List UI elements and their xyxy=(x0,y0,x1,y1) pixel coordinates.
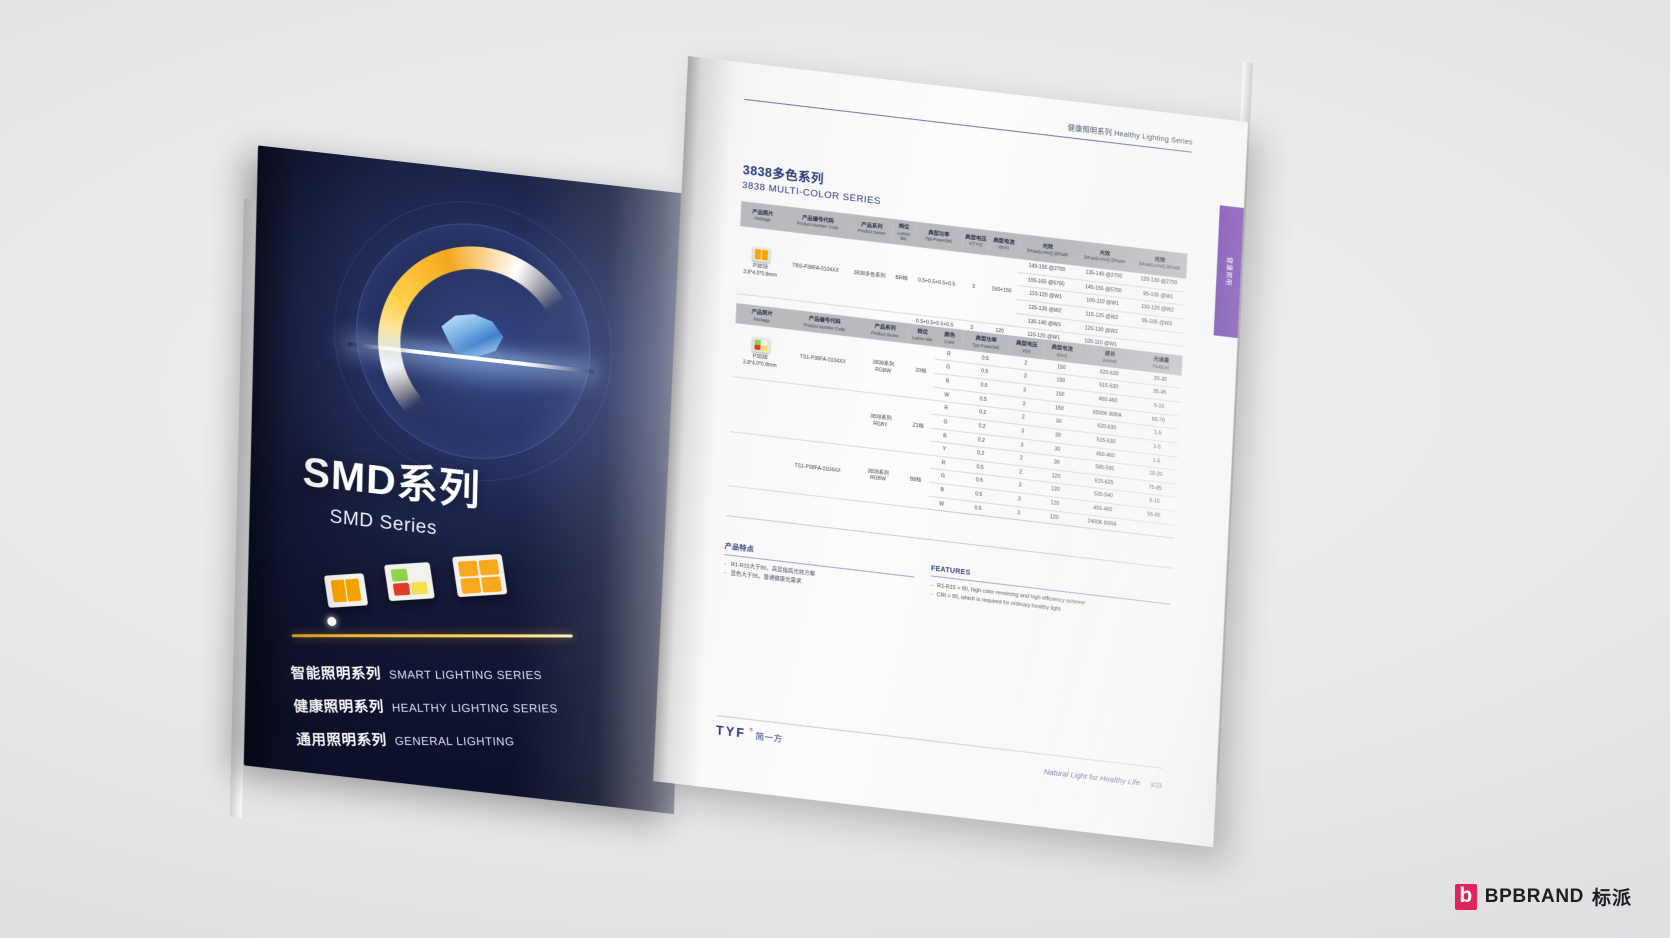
series-cell: 3838系列 RGBW xyxy=(852,446,904,507)
product-code-cell xyxy=(782,383,858,447)
section-title-block: 3838多色系列 3838 MULTI-COLOR SERIES xyxy=(742,159,882,207)
series-cell: 3838系列 RGBW xyxy=(857,337,909,398)
side-tab-label: 健康照明 xyxy=(1224,256,1233,287)
current-cell: 120 xyxy=(1036,508,1073,527)
footer-right-group: Natural Light for Healthy Life 3/23 xyxy=(1044,767,1162,790)
features-block-en: FEATURES R1-R15 > 90, high color renderi… xyxy=(929,565,1172,627)
watermark-name-en: BPBRAND xyxy=(1484,885,1584,907)
product-code-cell: TS1-P38FA-0104XX xyxy=(785,329,861,392)
series-en-label: GENERAL LIGHTING xyxy=(394,735,515,749)
color-cell: W xyxy=(927,495,956,513)
bin-cell: BR档 xyxy=(888,244,915,315)
package-cell xyxy=(727,431,783,492)
page-number: 3/23 xyxy=(1149,782,1162,790)
brand-name-zh: 简一方 xyxy=(755,730,783,744)
brand-name-en: TYF xyxy=(715,723,747,741)
col-header-6: 典型电流 I(mA) xyxy=(988,230,1020,259)
voltage-cell: 3 xyxy=(958,252,989,324)
series-item-healthy: 健康照明系列 HEALTHY LIGHTING SERIES xyxy=(293,695,614,718)
led-chip-quad-amber-icon xyxy=(451,553,508,598)
led-chip-rgbw-icon xyxy=(383,562,435,602)
brand-logo: TYF ® 简一方 xyxy=(716,723,783,745)
col-header-5: 典型电压 V(TYV) xyxy=(962,227,990,256)
page-running-head: 健康照明系列 Healthy Lighting Series xyxy=(744,85,1192,148)
bin-cell: 20档 xyxy=(905,343,936,401)
series-cell: 3838多色系列 xyxy=(846,239,893,312)
series-zh-label: 智能照明系列 xyxy=(290,665,382,683)
right-spec-page: 健康照明系列 Healthy Lighting Series 健康照明 3838… xyxy=(653,56,1248,848)
power-cell: 0.5+0.5+0.5+0.5 xyxy=(910,246,963,320)
col-header-3: 档位 Lumen Bin xyxy=(892,219,916,247)
page-footer: TYF ® 简一方 Natural Light for Healthy Life… xyxy=(716,723,1163,790)
footer-tagline: Natural Light for Healthy Life xyxy=(1043,766,1141,788)
series-zh-label: 健康照明系列 xyxy=(292,699,385,716)
bpbrand-logo-icon xyxy=(1454,883,1477,910)
gold-accent-rule xyxy=(291,634,573,638)
current-cell: 150+150 xyxy=(984,255,1019,327)
package-cell xyxy=(730,376,786,438)
series-en-label: SMART LIGHTING SERIES xyxy=(388,669,543,683)
series-item-general: 通用照明系列 GENERAL LIGHTING xyxy=(295,728,616,751)
package-cell: P3838 3.8*4.0*0.8mm xyxy=(736,226,785,299)
voltage-cell: 3 xyxy=(1000,504,1037,523)
series-cell: 3838系列 RGBY xyxy=(855,391,906,452)
bin-cell: B8档 xyxy=(900,451,931,510)
bin-cell: Z1档 xyxy=(903,397,933,455)
left-cover-page: SMD系列 SMD Series 智能照明系列 SMART LIGHTING S… xyxy=(243,145,689,814)
cover-series-list: 智能照明系列 SMART LIGHTING SERIES 健康照明系列 HEAL… xyxy=(290,662,617,763)
features-block-cn: 产品特点 R1-R15大于90，高显指高光效方案显色大于95，普通健康光需求 xyxy=(723,541,916,600)
led-package-icon xyxy=(751,337,770,354)
led-package-icon xyxy=(752,246,770,263)
brand-trademark-icon: ® xyxy=(749,726,753,733)
header-rule xyxy=(744,98,1193,153)
series-zh-label: 通用照明系列 xyxy=(295,732,388,749)
package-cell: P3838 3.8*4.0*0.8mm xyxy=(732,322,788,384)
bpbrand-watermark: BPBRAND 标派 xyxy=(1454,883,1632,910)
series-item-smart: 智能照明系列 SMART LIGHTING SERIES xyxy=(290,662,611,685)
series-en-label: HEALTHY LIGHTING SERIES xyxy=(391,702,559,716)
cover-artwork xyxy=(323,186,619,496)
brochure-spread: SMD系列 SMD Series 智能照明系列 SMART LIGHTING S… xyxy=(229,18,1360,848)
product-code-cell: TBS-P38FA-0104XX xyxy=(780,231,851,307)
gold-rule-dot xyxy=(326,616,337,626)
col-header-en: Lumen Bin xyxy=(897,230,911,242)
led-chip-amber-icon xyxy=(323,573,369,608)
product-code-cell: TS1-P38FA-0104XX xyxy=(779,437,856,501)
watermark-name-zh: 标派 xyxy=(1591,888,1632,909)
